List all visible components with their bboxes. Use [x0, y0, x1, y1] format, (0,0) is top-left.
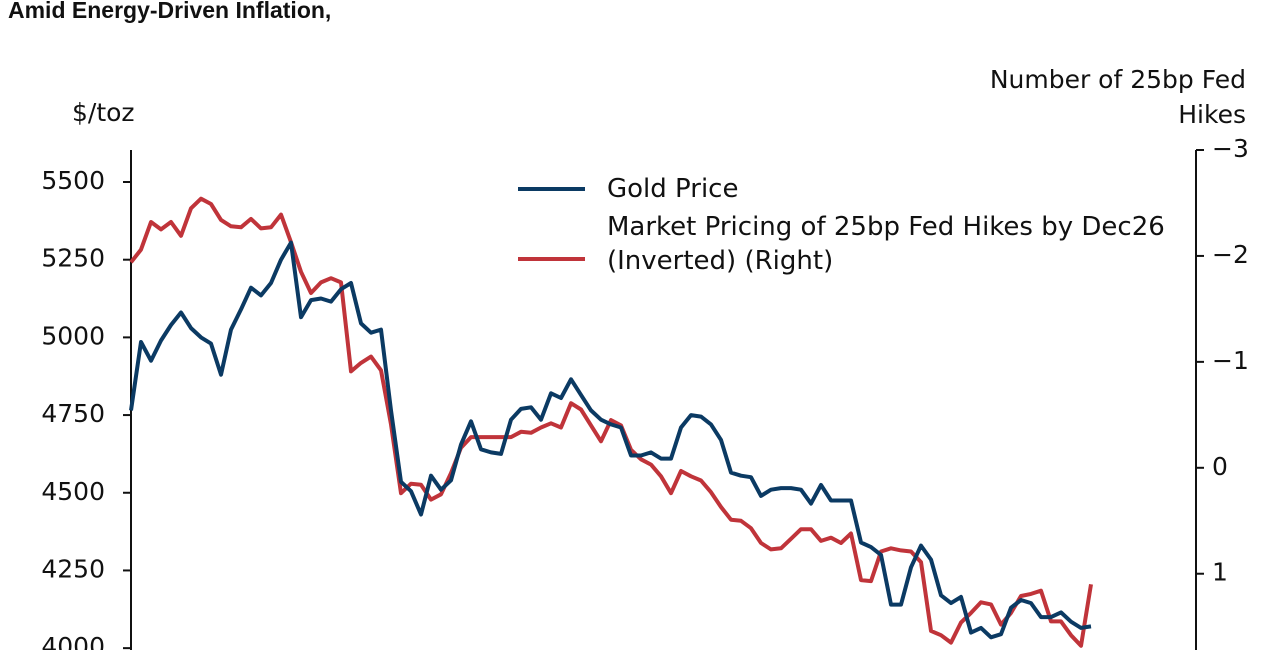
legend-swatch — [518, 187, 585, 191]
legend-item: Gold Price — [515, 172, 1172, 206]
y2-axis-label: Number of 25bp Fed Hikes — [989, 65, 1246, 129]
legend-label: Market Pricing of 25bp Fed Hikes by Dec2… — [607, 212, 1165, 276]
legend-label: Gold Price — [607, 174, 739, 204]
y-tick-label: 4750 — [41, 399, 105, 428]
chart-title: Amid Energy-Driven Inflation, — [8, 0, 332, 23]
y-tick-label: 4000 — [41, 632, 105, 650]
y-tick-label: 5000 — [41, 321, 105, 350]
y2-tick-label: −2 — [1212, 240, 1249, 269]
legend-item: Market Pricing of 25bp Fed Hikes by Dec2… — [515, 210, 1172, 278]
legend: Gold Price Market Pricing of 25bp Fed Hik… — [515, 172, 1172, 282]
legend-swatch — [518, 257, 585, 261]
data-line — [129, 240, 1092, 640]
y2-tick-label: −3 — [1212, 134, 1249, 163]
y-axis-label: $/toz — [72, 98, 135, 127]
y-tick-label: 4250 — [41, 554, 105, 583]
y-tick-label: 5500 — [41, 166, 105, 195]
y2-tick-label: −1 — [1212, 346, 1249, 375]
y-tick-label: 5250 — [41, 244, 105, 273]
y2-tick-label: 0 — [1212, 452, 1228, 481]
y-tick-label: 4500 — [41, 477, 105, 506]
y2-tick-label: 1 — [1212, 558, 1228, 587]
